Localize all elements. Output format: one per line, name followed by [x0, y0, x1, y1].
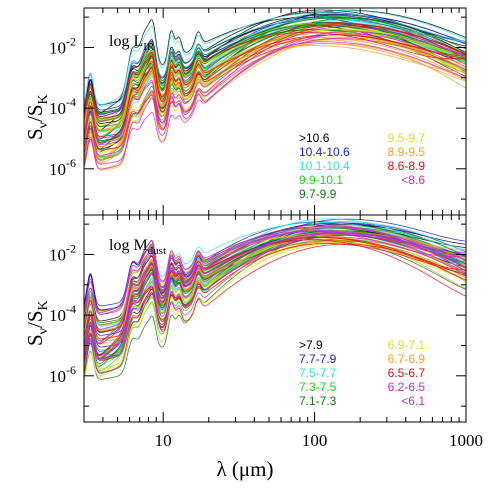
series-lines-bottom — [84, 218, 466, 381]
y-tick-label: 10-2 — [49, 241, 76, 264]
legend-entry: <6.1 — [401, 394, 425, 408]
y-tick-label: 10-6 — [49, 156, 76, 179]
y-tick-label: 10-4 — [49, 302, 76, 325]
panel-label-top: log LIR — [109, 33, 155, 53]
x-tick-labels: 10 100 1000 — [155, 431, 483, 450]
y-tick-labels-top: 10-6 10-4 10-2 — [49, 34, 76, 178]
x-tick-label: 100 — [302, 431, 328, 450]
series-8-lines — [84, 22, 466, 151]
y-tick-labels-bottom: 10-6 10-4 10-2 — [49, 241, 76, 385]
series-line — [84, 237, 466, 348]
legend-entry: 6.9-7.1 — [388, 338, 426, 352]
series-line — [84, 243, 466, 340]
legend-entry: 8.9-9.5 — [388, 145, 426, 159]
panel-bottom: 10-6 10-4 10-2 log Mdust >7.97.7-7.97.5-7.… — [49, 215, 467, 422]
legend-entry: 6.7-6.9 — [388, 352, 426, 366]
series-line — [84, 243, 466, 348]
series-line — [84, 10, 466, 142]
series-line — [84, 221, 466, 367]
series-line — [84, 32, 466, 161]
legend-entry: 10.1-10.4 — [299, 159, 350, 173]
legend-entry: 10.4-10.6 — [299, 145, 350, 159]
legend-entry: >7.9 — [299, 338, 323, 352]
series-line — [84, 230, 466, 354]
series-line — [84, 225, 466, 356]
series-line — [84, 34, 466, 122]
y-tick-label: 10-6 — [49, 363, 76, 386]
y-axis-label-bottom: Sν/SK — [23, 300, 51, 346]
legend-entry: 6.5-6.7 — [388, 366, 426, 380]
series-8-lines — [84, 235, 466, 362]
legend-bottom: >7.97.7-7.97.5-7.77.3-7.57.1-7.36.9-7.16… — [299, 338, 425, 408]
legend-top: >10.610.4-10.610.1-10.49.9-10.19.7-9.9 9.… — [299, 131, 425, 201]
x-tick-label: 10 — [155, 431, 172, 450]
series-lines-top — [84, 9, 466, 171]
series-10-lines — [84, 227, 466, 365]
plot-frame-bottom — [83, 214, 467, 423]
legend-entry: 7.5-7.7 — [299, 366, 337, 380]
legend-entry: 8.6-8.9 — [388, 159, 426, 173]
series-line — [84, 239, 466, 361]
series-line — [84, 227, 466, 365]
legend-entry: 6.2-6.5 — [388, 380, 426, 394]
legend-entry: 9.7-9.9 — [299, 187, 337, 201]
legend-entry: >10.6 — [299, 131, 330, 145]
y-tick-label: 10-4 — [49, 95, 76, 118]
y-tick-label: 10-2 — [49, 34, 76, 57]
series-line — [84, 237, 466, 371]
series-line — [84, 41, 466, 156]
legend-entry: 7.1-7.3 — [299, 394, 337, 408]
legend-entry: <8.6 — [401, 173, 425, 187]
series-line — [84, 34, 466, 119]
series-line — [84, 31, 466, 145]
legend-entry: 7.3-7.5 — [299, 380, 337, 394]
ticks-top — [83, 8, 467, 215]
series-line — [84, 242, 466, 377]
series-9-lines — [84, 26, 466, 170]
series-line — [84, 25, 466, 151]
ticks-bottom — [83, 215, 467, 422]
series-line — [84, 38, 466, 170]
panel-label-bottom: log Mdust — [109, 237, 166, 257]
series-line — [84, 26, 466, 139]
panel-top: 10-6 10-4 10-2 log LIR >10.610.4-10.610.1-… — [49, 8, 467, 215]
y-axis-label-top: Sν/SK — [23, 94, 51, 140]
legend-entry: 9.9-10.1 — [299, 173, 343, 187]
series-line — [84, 23, 466, 138]
series-line — [84, 12, 466, 106]
x-tick-label: 1000 — [449, 431, 483, 450]
legend-entry: 9.5-9.7 — [388, 131, 426, 145]
x-axis-label: λ (μm) — [216, 457, 273, 481]
series-line — [84, 235, 466, 362]
series-line — [84, 32, 466, 118]
legend-entry: 7.7-7.9 — [299, 352, 337, 366]
series-line — [84, 232, 466, 348]
